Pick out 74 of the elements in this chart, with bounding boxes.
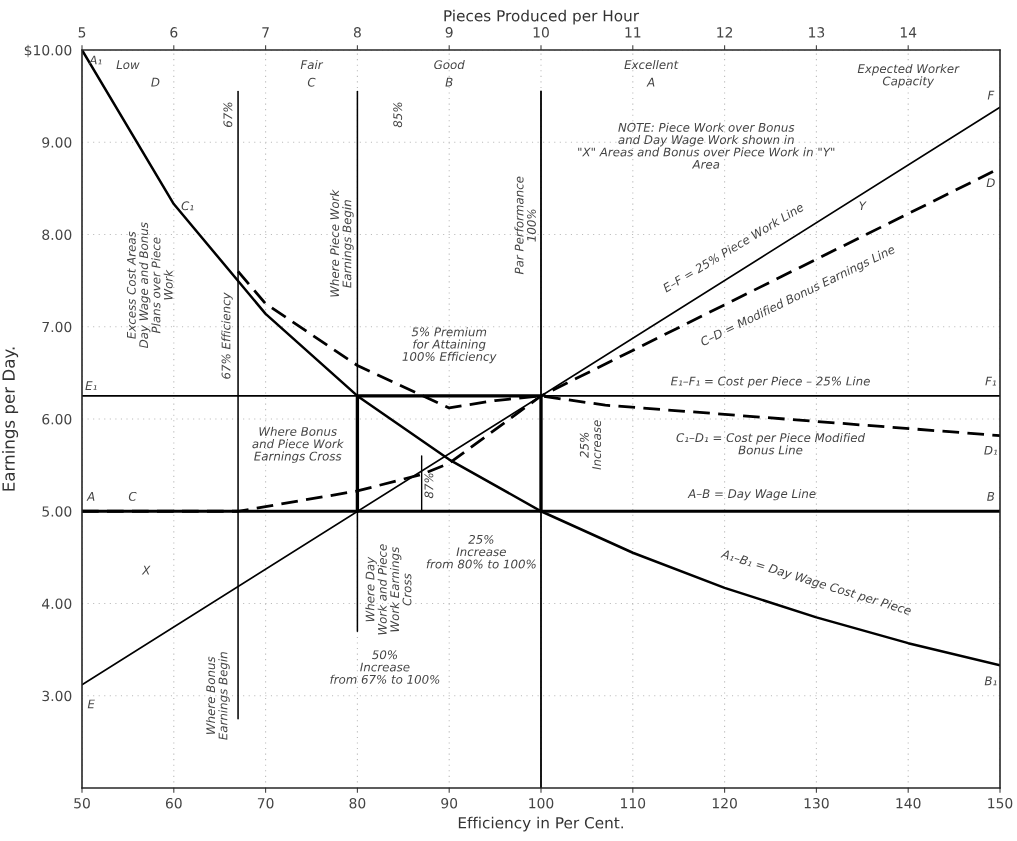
x-tick-label: 90 [441, 797, 458, 809]
y-tick-label: 6.00 [42, 413, 72, 425]
annotation: 50% Increase from 67% to 100% [330, 650, 440, 684]
annotation: A–B = Day Wage Line [687, 488, 816, 501]
annotation: A₁ [88, 55, 102, 65]
annotation: C₁–D₁ = Cost per Piece Modified Bonus Line [676, 432, 866, 455]
x2-tick-label: 13 [809, 27, 825, 38]
x2-tick-label: 11 [625, 27, 641, 38]
annotation: A [86, 492, 95, 501]
x2-tick-label: 5 [78, 27, 86, 38]
x-axis-title: Efficiency in Per Cent. [458, 816, 623, 832]
annotation: 87% [424, 473, 434, 499]
annotation: 67% [223, 102, 233, 127]
annotation: A₁–B₁ = Day Wage Cost per Piece [719, 548, 913, 618]
x2-tick-label: 14 [900, 27, 917, 38]
x-tick-label: 70 [257, 797, 274, 809]
annotation: Low [116, 60, 140, 70]
annotation: Fair [300, 59, 324, 70]
annotation: X [141, 565, 151, 575]
annotation: 85% [393, 102, 403, 128]
annotation: Y [859, 201, 867, 211]
annotation: F₁ [985, 376, 996, 386]
y-tick-label: 8.00 [42, 229, 72, 240]
x2-tick-label: 7 [262, 27, 269, 38]
annotation: E [87, 699, 95, 709]
annotation: 67% Efficiency [221, 292, 233, 379]
x2-tick-label: 8 [353, 27, 361, 38]
y-tick-label: $10.00 [24, 44, 72, 58]
x-tick-label: 120 [712, 797, 737, 809]
annotation: C [307, 77, 316, 87]
annotation: 25% Increase [579, 420, 602, 470]
annotation: E₁ [85, 381, 97, 391]
annotation: Par Performance 100% [514, 176, 536, 275]
annotation: D [151, 77, 160, 87]
x-tick-label: 60 [165, 797, 182, 809]
annotation: Good [434, 59, 465, 70]
annotation: 25% Increase from 80% to 100% [426, 534, 536, 569]
annotation: Excellent [624, 59, 679, 70]
y-axis-title: Earnings per Day. [1, 347, 19, 491]
annotation: Where Piece Work Earnings Begin [329, 189, 354, 297]
annotation: B [445, 77, 453, 87]
annotation: Where Day Work and Piece Work Earnings Cross [365, 544, 412, 635]
x2-tick-label: 12 [717, 27, 733, 38]
annotation: C₁ [181, 201, 194, 211]
annotation: Where Bonus and Piece Work Earnings Cross [252, 426, 344, 463]
x-tick-label: 80 [349, 797, 366, 809]
y-tick-label: 3.00 [42, 690, 72, 702]
annotation: 5% Premium for Attaining 100% Efficiency [402, 327, 497, 364]
x-tick-label: 110 [621, 797, 646, 809]
x-tick-label: 100 [529, 797, 554, 809]
x2-tick-label: 9 [445, 27, 453, 38]
x-tick-label: 50 [74, 797, 90, 809]
y-tick-label: 9.00 [42, 137, 72, 148]
annotation: NOTE: Piece Work over Bonus and Day Wage Work shown in "X" Areas and Bonus over Piece Work in "Y" Area [578, 122, 835, 169]
annotation: E₁–F₁ = Cost per Piece – 25% Line [670, 376, 870, 388]
annotation: D [986, 178, 995, 188]
annotation: Expected Worker Capacity [857, 63, 960, 88]
y-tick-label: 5.00 [42, 506, 72, 517]
annotation: F [987, 90, 995, 100]
annotation: D₁ [984, 445, 998, 455]
x2-tick-label: 10 [533, 27, 549, 38]
y-tick-label: 7.00 [42, 321, 72, 333]
y-tick-label: 4.00 [42, 598, 72, 609]
x2-axis-title: Pieces Produced per Hour [444, 9, 640, 25]
x2-tick-label: 6 [170, 27, 178, 38]
x-tick-label: 140 [896, 797, 921, 809]
annotation: B [987, 492, 995, 501]
annotation: Where Bonus Earnings Begin [205, 652, 230, 740]
annotation: B₁ [984, 676, 997, 686]
annotation: A [646, 77, 655, 87]
annotation: Excess Cost Areas Day Wage and Bonus Plans over Piece Work [126, 222, 173, 349]
annotation: C [128, 491, 137, 501]
x-tick-label: 130 [804, 797, 829, 809]
x-tick-label: 150 [988, 797, 1013, 809]
